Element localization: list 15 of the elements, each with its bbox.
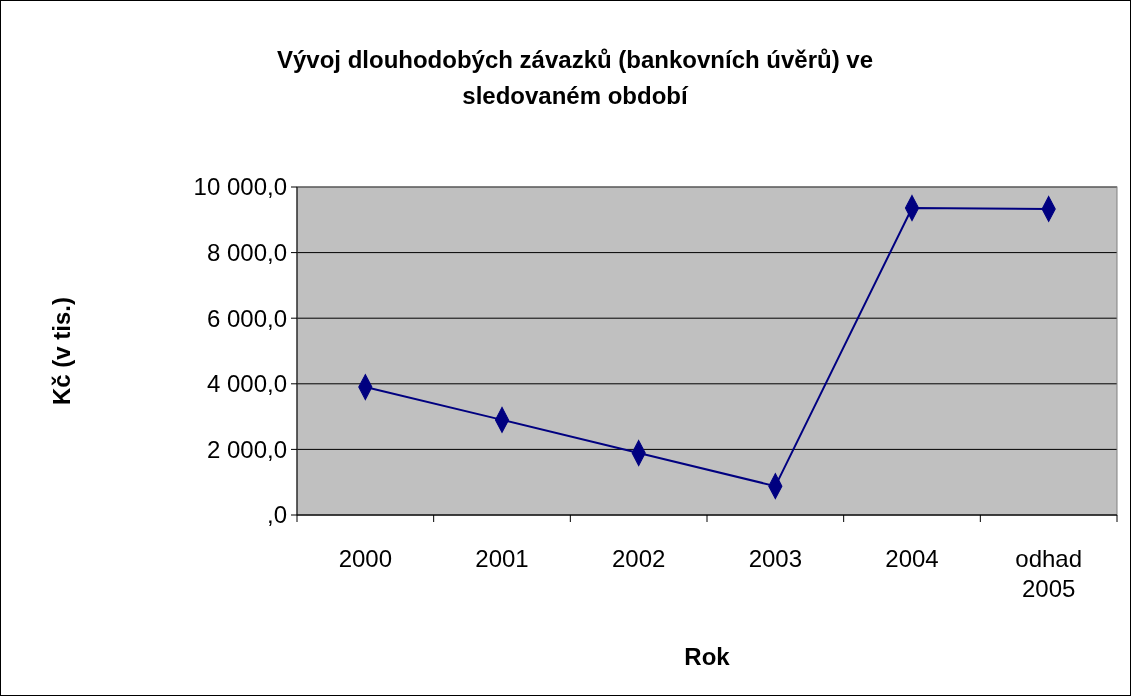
x-tick-label: 2002 [611, 545, 666, 572]
x-tick-label: 2001 [475, 545, 529, 572]
y-tick-label: 2 000,0 [206, 435, 287, 463]
x-tick-label: 2003 [748, 545, 803, 572]
y-tick-label: 8 000,0 [206, 239, 287, 266]
chart-title: Vývoj dlouhodobých závazků (bankovních úvěrů) ve sledovaném období [276, 46, 874, 109]
x-tick-label: 2000 [338, 545, 393, 572]
y-tick-label: 10 000,0 [193, 173, 287, 201]
y-tick-label: ,0 [266, 501, 287, 529]
x-tick-label: odhad 2005 [1015, 545, 1083, 602]
y-tick-label: 6 000,0 [206, 304, 287, 332]
y-axis-title: Kč (v tis.) [48, 296, 75, 406]
y-tick-label: 4 000,0 [206, 370, 287, 398]
x-tick-label: 2004 [885, 545, 939, 572]
x-axis-title: Rok [684, 643, 731, 670]
